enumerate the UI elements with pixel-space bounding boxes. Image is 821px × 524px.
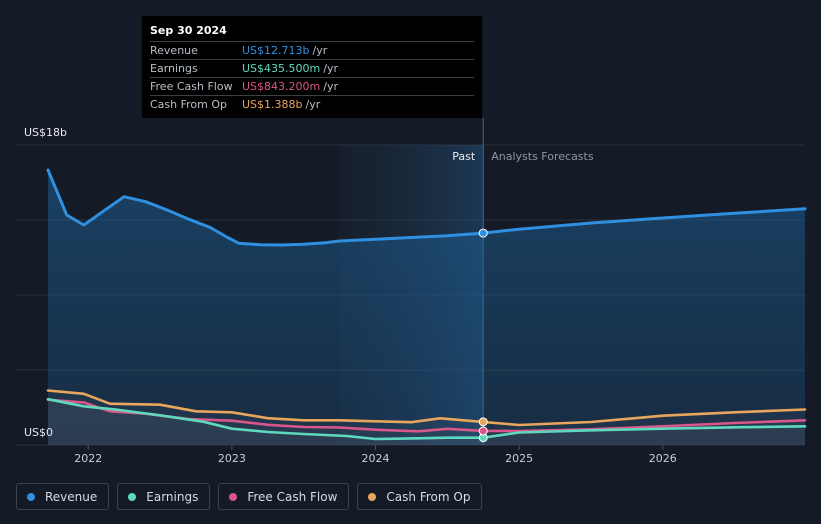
tooltip-date: Sep 30 2024 [150,24,227,37]
x-tick-label: 2025 [505,452,533,465]
x-tick-label: 2023 [218,452,246,465]
cash-from-op-point [478,417,488,427]
tooltip-unit: /yr [305,98,321,111]
x-tick-label: 2024 [362,452,390,465]
tooltip-value: US$12.713b [242,44,310,57]
earnings-line [46,397,807,441]
tooltip-row-cash-from-op: Cash From Op US$1.388b /yr [150,95,474,113]
tooltip-value: US$435.500m [242,62,321,75]
x-tick-label: 2026 [649,452,677,465]
revenue-area [48,170,805,445]
y-axis-bottom-label: US$0 [24,426,53,439]
legend-dot-icon [27,492,35,501]
x-tick-label: 2022 [74,452,102,465]
tooltip-unit: /yr [323,62,338,75]
revenue-line [46,168,807,247]
tooltip: Sep 30 2024 Revenue US$12.713b /yr Earni… [142,16,482,118]
free-cash-flow-point [478,426,488,436]
tooltip-value: US$843.200m [242,80,321,93]
revenue-point [478,228,488,238]
tooltip-row-earnings: Earnings US$435.500m /yr [150,59,474,77]
legend-item-revenue[interactable]: Revenue [16,483,110,510]
legend-dot-icon [128,492,137,501]
legend-dot-icon [368,492,377,501]
past-label: Past [452,150,476,163]
tooltip-unit: /yr [323,80,338,93]
legend-label: Cash From Op [386,489,471,504]
forecast-label: Analysts Forecasts [491,150,594,163]
tooltip-value: US$1.388b [242,98,303,111]
series-area [48,399,805,445]
tooltip-label: Earnings [150,62,198,75]
series-area [48,399,805,445]
legend-label: Revenue [45,489,98,504]
tooltip-unit: /yr [312,44,328,57]
tooltip-label: Revenue [150,44,198,57]
tooltip-label: Cash From Op [150,98,228,111]
legend-item-cash-from-op[interactable]: Cash From Op [357,483,483,510]
legend-item-earnings[interactable]: Earnings [117,483,211,510]
legend-label: Free Cash Flow [247,489,338,504]
legend: Revenue Earnings Free Cash Flow Cash Fro… [16,483,483,510]
series-area [48,390,805,445]
tooltip-row-free-cash-flow: Free Cash Flow US$843.200m /yr [150,77,474,95]
tooltip-row-revenue: Revenue US$12.713b /yr [150,41,474,59]
y-axis-top-label: US$18b [24,126,67,139]
legend-dot-icon [229,492,238,501]
legend-label: Earnings [146,489,199,504]
cash-from-op-line [46,389,807,427]
tooltip-label: Free Cash Flow [150,80,233,93]
legend-item-free-cash-flow[interactable]: Free Cash Flow [218,483,350,510]
